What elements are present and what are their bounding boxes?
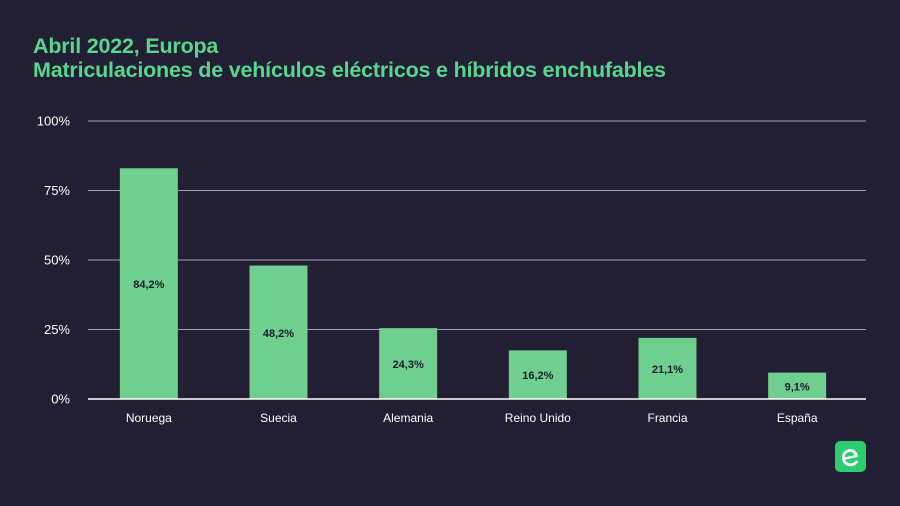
chart-subtitle: Matriculaciones de vehículos eléctricos … xyxy=(33,58,666,82)
y-tick-label: 100% xyxy=(37,114,71,129)
e-letter-logo-icon xyxy=(835,441,866,472)
bar xyxy=(638,337,697,399)
bar-value-label: 21,1% xyxy=(652,364,683,376)
y-tick-label: 75% xyxy=(44,183,70,198)
bar xyxy=(508,350,567,399)
x-tick-label: España xyxy=(777,411,818,425)
bar-value-label: 16,2% xyxy=(522,370,553,382)
y-tick-label: 0% xyxy=(51,392,70,407)
title-block: Abril 2022, Europa Matriculaciones de ve… xyxy=(33,34,666,82)
bar-value-label: 48,2% xyxy=(263,328,294,340)
x-tick-label: Alemania xyxy=(383,411,433,425)
y-tick-label: 25% xyxy=(44,322,70,337)
bar xyxy=(768,372,827,399)
x-tick-label: Noruega xyxy=(126,411,172,425)
bar xyxy=(249,265,308,399)
x-tick-label: Suecia xyxy=(260,411,297,425)
x-tick-label: Francia xyxy=(647,411,687,425)
bar xyxy=(119,168,178,399)
x-tick-label: Reino Unido xyxy=(505,411,571,425)
bar xyxy=(379,328,438,399)
bar-value-label: 84,2% xyxy=(133,279,164,291)
y-tick-label: 50% xyxy=(44,253,70,268)
chart-title: Abril 2022, Europa xyxy=(33,34,219,58)
bar-value-label: 9,1% xyxy=(785,381,810,393)
bar-value-label: 24,3% xyxy=(393,359,424,371)
